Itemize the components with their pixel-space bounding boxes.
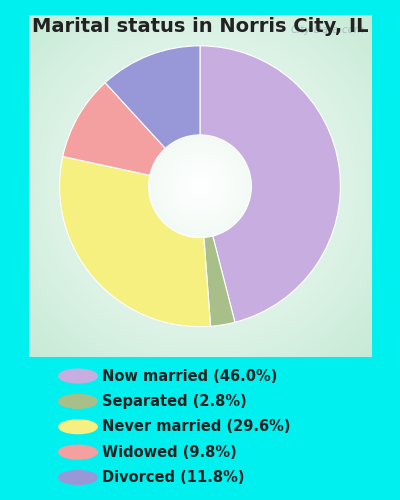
Wedge shape (63, 82, 165, 176)
Wedge shape (204, 236, 235, 326)
Text: Divorced (11.8%): Divorced (11.8%) (102, 470, 244, 485)
Text: Never married (29.6%): Never married (29.6%) (102, 420, 290, 434)
Circle shape (59, 446, 97, 459)
Circle shape (59, 394, 97, 408)
Circle shape (59, 420, 97, 434)
Circle shape (59, 470, 97, 484)
Wedge shape (60, 156, 210, 326)
Text: Widowed (9.8%): Widowed (9.8%) (102, 444, 237, 460)
Text: Separated (2.8%): Separated (2.8%) (102, 394, 247, 409)
Text: City-Data.com: City-Data.com (290, 26, 364, 36)
Text: Now married (46.0%): Now married (46.0%) (102, 368, 277, 384)
Wedge shape (200, 46, 340, 322)
Text: Marital status in Norris City, IL: Marital status in Norris City, IL (32, 18, 368, 36)
Wedge shape (105, 46, 200, 148)
Circle shape (59, 369, 97, 383)
